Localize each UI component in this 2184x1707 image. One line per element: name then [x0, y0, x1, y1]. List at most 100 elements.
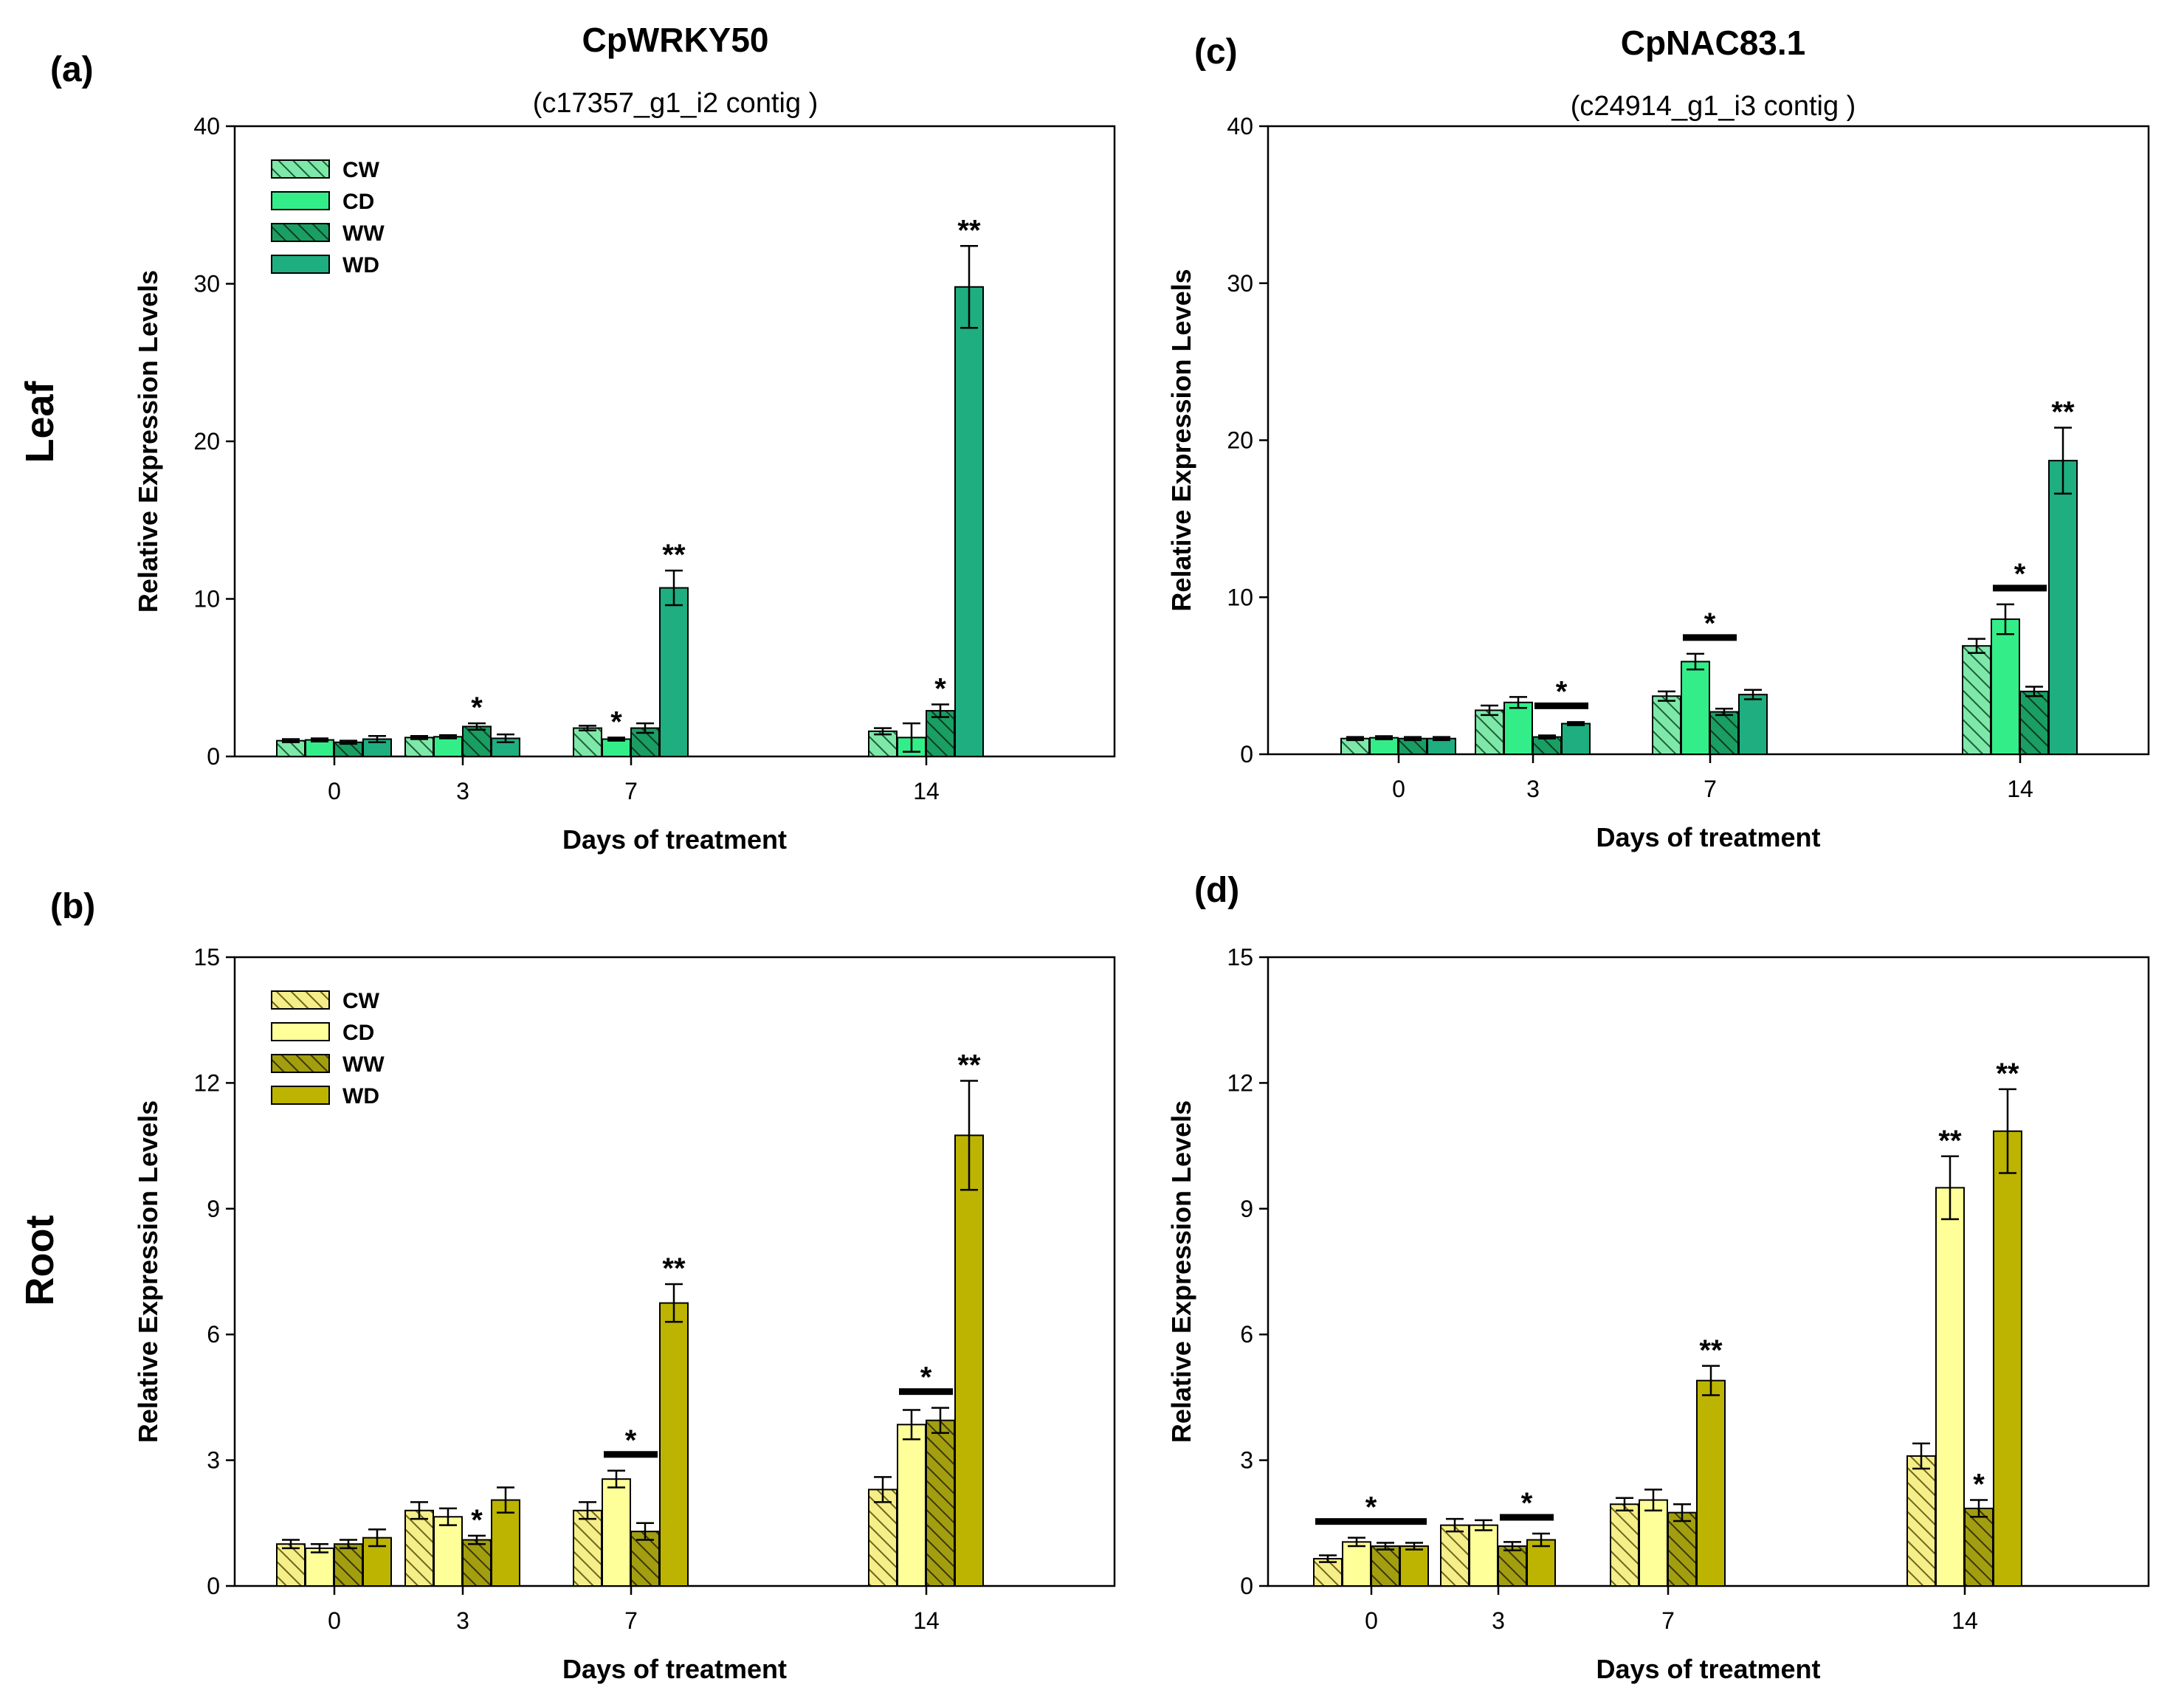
bar-cw	[573, 727, 602, 758]
significance-mark: *	[1973, 1469, 1985, 1501]
bar-wd	[1526, 1539, 1556, 1587]
x-tick-label: 3	[456, 778, 469, 804]
chart-panel: (b) 0 3 6 9 12 15 0 3 7 14 Days of treatment Relativ…	[50, 887, 1116, 1684]
significance-mark: **	[957, 214, 981, 246]
legend-swatch	[271, 159, 330, 179]
bar-ww	[1964, 1507, 1994, 1587]
y-tick-label: 40	[1227, 113, 1253, 139]
bar-wd	[1738, 694, 1768, 756]
panel-letter: (c)	[1194, 32, 1238, 72]
bar-cw	[1475, 709, 1504, 755]
bar-cw	[276, 1543, 306, 1587]
legend-label: WD	[342, 253, 379, 277]
legend-swatch	[271, 1022, 330, 1041]
gene-title: CpWRKY50	[582, 21, 768, 59]
bar-cd	[1503, 701, 1533, 755]
x-tick-label: 14	[913, 778, 940, 804]
bar-cd	[1991, 618, 2020, 755]
bar-wd	[954, 286, 984, 757]
y-tick-label: 0	[207, 1573, 220, 1599]
bar-cw	[573, 1509, 602, 1587]
bar-wd	[1561, 723, 1591, 755]
legend-label: WW	[342, 1052, 385, 1077]
bar-ww	[926, 1419, 955, 1587]
y-tick-label: 15	[193, 944, 220, 970]
legend-label: CD	[342, 1021, 374, 1045]
bar-ww	[462, 1539, 492, 1587]
bar-cw	[404, 1509, 434, 1587]
significance-mark: **	[1996, 1058, 2019, 1090]
legend-swatch	[271, 1054, 330, 1073]
x-tick-label: 14	[1952, 1607, 1978, 1634]
legend-label: CD	[342, 190, 374, 214]
y-tick-label: 9	[1240, 1196, 1253, 1222]
x-tick-label: 0	[1392, 776, 1405, 802]
bar-cd	[602, 1478, 631, 1587]
y-tick-label: 6	[1240, 1321, 1253, 1348]
bar-wd	[2048, 460, 2078, 755]
bar-cd	[305, 1547, 334, 1587]
x-tick-label: 7	[624, 1607, 638, 1634]
x-tick-label: 0	[328, 1607, 341, 1634]
x-axis-title: Days of treatment	[562, 824, 787, 855]
legend-swatch	[271, 223, 330, 242]
significance-mark: *	[625, 1424, 637, 1457]
x-tick-label: 0	[1365, 1607, 1378, 1634]
y-tick-label: 30	[1227, 270, 1253, 297]
row-label-leaf: Leaf	[18, 380, 62, 463]
chart-panel: (c) CpNAC83.1 (c24914_g1_i3 contig ) 0 10 20 3…	[1166, 24, 2150, 852]
significance-mark: **	[1699, 1334, 1723, 1367]
legend-label: CW	[342, 158, 380, 182]
bar-cd	[1342, 1541, 1371, 1587]
x-axis-title: Days of treatment	[1596, 1654, 1820, 1684]
y-tick-label: 20	[1227, 427, 1253, 454]
bar-cd	[433, 1516, 463, 1587]
y-tick-label: 10	[193, 586, 220, 613]
contig-label: (c24914_g1_i3 contig )	[1571, 91, 1856, 122]
bar-cd	[433, 736, 463, 757]
y-tick-label: 0	[1240, 1573, 1253, 1599]
legend-swatch	[271, 255, 330, 274]
contig-label: (c17357_g1_i2 contig )	[533, 88, 819, 119]
x-tick-label: 7	[1661, 1607, 1675, 1634]
bar-wd	[659, 1302, 689, 1587]
bar-ww	[334, 1543, 363, 1587]
bar-wd	[491, 1499, 520, 1587]
x-axis-title: Days of treatment	[562, 1654, 787, 1684]
bar-wd	[954, 1134, 984, 1587]
significance-mark: *	[471, 1504, 483, 1537]
significance-mark: **	[662, 1252, 686, 1285]
legend-label: CW	[342, 989, 380, 1013]
bar-ww	[1498, 1545, 1527, 1587]
legend-swatch	[271, 191, 330, 210]
y-tick-label: 0	[1240, 741, 1253, 768]
bar-cw	[1440, 1524, 1470, 1587]
bar-cw	[1652, 695, 1681, 755]
significance-mark: **	[2051, 396, 2075, 428]
bar-ww	[462, 725, 492, 757]
bar-cw	[868, 1489, 898, 1587]
bar-cw	[404, 737, 434, 758]
y-tick-label: 3	[1240, 1447, 1253, 1474]
x-tick-label: 14	[2007, 776, 2033, 802]
bar-ww	[1709, 711, 1739, 755]
significance-mark: *	[1556, 675, 1568, 708]
x-tick-label: 3	[1492, 1607, 1505, 1634]
bar-cw	[1906, 1455, 1936, 1587]
legend-label: WD	[342, 1084, 379, 1108]
gene-title: CpNAC83.1	[1621, 24, 1806, 62]
y-tick-label: 0	[207, 743, 220, 770]
x-tick-label: 14	[913, 1607, 940, 1634]
bar-ww	[1371, 1545, 1400, 1587]
x-tick-label: 7	[1704, 776, 1717, 802]
chart-panel: (a)CpWRKY50(c17357_g1_i2 contig )0102030…	[50, 21, 1116, 855]
y-axis-title: Relative Expression Levels	[133, 270, 163, 613]
y-tick-label: 15	[1227, 944, 1253, 970]
significance-mark: **	[957, 1049, 981, 1082]
significance-mark: **	[662, 539, 686, 571]
bar-ww	[1532, 736, 1562, 755]
bar-cw	[1962, 645, 1991, 756]
bar-ww	[1667, 1511, 1697, 1587]
bar-ww	[2019, 690, 2049, 756]
significance-mark: *	[610, 706, 622, 738]
